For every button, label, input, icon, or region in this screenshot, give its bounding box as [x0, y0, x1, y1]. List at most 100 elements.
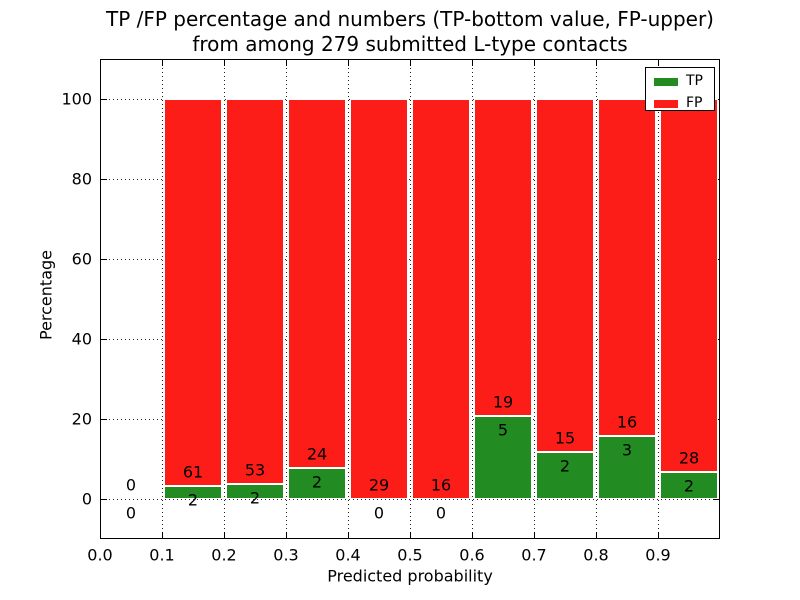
tp-count-label: 3	[621, 440, 633, 460]
legend-label-fp: FP	[686, 95, 703, 111]
grid-line-x-0.2	[224, 60, 225, 538]
grid-line-x-0.9	[658, 60, 659, 538]
tp-bar-segment	[598, 436, 656, 499]
grid-line-x-0.4	[348, 60, 349, 538]
y-tick-left	[101, 499, 107, 500]
tp-bar-segment	[226, 484, 284, 499]
x-tick-label-0.4: 0.4	[335, 545, 361, 565]
fp-bar-segment	[474, 99, 532, 416]
x-tick-label-0.5: 0.5	[397, 545, 423, 565]
x-tick-label-0.2: 0.2	[211, 545, 237, 565]
x-tick-top	[348, 60, 349, 66]
tp-count-label: 2	[187, 490, 199, 510]
y-tick-left	[101, 259, 107, 260]
tp-bar-segment	[288, 468, 346, 499]
tp-count-label: 2	[559, 456, 571, 476]
y-tick-label-60: 60	[71, 249, 92, 269]
x-tick-label-0.1: 0.1	[149, 545, 175, 565]
tp-bar-segment	[536, 452, 594, 499]
fp-count-label: 16	[430, 475, 452, 495]
y-tick-left	[101, 99, 107, 100]
chart-title-line1: TP /FP percentage and numbers (TP-bottom…	[106, 7, 714, 31]
fp-bar-segment	[164, 99, 222, 486]
tp-count-label: 0	[373, 503, 385, 523]
x-tick-label-0.9: 0.9	[645, 545, 671, 565]
x-tick-bottom	[534, 532, 535, 538]
grid-line-x-0.8	[596, 60, 597, 538]
x-tick-bottom	[472, 532, 473, 538]
fp-bar-segment	[350, 99, 408, 499]
legend-item-tp: TP	[654, 74, 714, 89]
tp-bar-segment	[660, 472, 718, 499]
x-tick-bottom	[658, 532, 659, 538]
grid-line-x-0.6	[472, 60, 473, 538]
fp-bar-segment	[536, 99, 594, 452]
x-tick-top	[534, 60, 535, 66]
y-tick-left	[101, 419, 107, 420]
legend: TP FP	[645, 67, 715, 111]
fp-count-label: 0	[125, 475, 137, 495]
x-tick-label-0.3: 0.3	[273, 545, 299, 565]
fp-bar-segment	[288, 99, 346, 468]
x-tick-label-0.8: 0.8	[583, 545, 609, 565]
chart-title: TP /FP percentage and numbers (TP-bottom…	[60, 7, 760, 57]
tp-count-label: 2	[249, 488, 261, 508]
x-tick-label-0.7: 0.7	[521, 545, 547, 565]
x-tick-top	[162, 60, 163, 66]
tp-bar-segment	[474, 416, 532, 499]
y-tick-left	[101, 179, 107, 180]
x-tick-top	[410, 60, 411, 66]
x-tick-top	[224, 60, 225, 66]
y-tick-label-20: 20	[71, 409, 92, 429]
fp-count-label: 29	[368, 475, 390, 495]
x-tick-top	[286, 60, 287, 66]
x-tick-bottom	[596, 532, 597, 538]
x-tick-bottom	[348, 532, 349, 538]
grid-line-x-0.1	[162, 60, 163, 538]
tp-count-label: 0	[125, 503, 137, 523]
x-tick-label-0.0: 0.0	[87, 545, 113, 565]
x-tick-bottom	[286, 532, 287, 538]
tp-color-swatch	[654, 77, 678, 86]
fp-bar-segment	[412, 99, 470, 499]
x-tick-label-0.6: 0.6	[459, 545, 485, 565]
x-tick-bottom	[162, 532, 163, 538]
x-tick-bottom	[410, 532, 411, 538]
y-tick-left	[101, 339, 107, 340]
fp-color-swatch	[654, 99, 678, 108]
fp-count-label: 16	[616, 412, 638, 432]
x-tick-top	[472, 60, 473, 66]
fp-bar-segment	[226, 99, 284, 484]
tp-bar-segment	[164, 486, 222, 499]
legend-label-tp: TP	[686, 73, 703, 89]
fp-count-label: 53	[244, 460, 266, 480]
legend-item-fp: FP	[654, 96, 714, 111]
x-tick-bottom	[224, 532, 225, 538]
fp-count-label: 19	[492, 392, 514, 412]
fp-count-label: 28	[678, 448, 700, 468]
fp-bar-segment	[660, 99, 718, 472]
x-tick-top	[596, 60, 597, 66]
x-tick-bottom	[100, 532, 101, 538]
tp-count-label: 5	[497, 420, 509, 440]
tp-count-label: 2	[683, 476, 695, 496]
y-tick-label-80: 80	[71, 169, 92, 189]
y-tick-label-40: 40	[71, 329, 92, 349]
grid-line-x-0.3	[286, 60, 287, 538]
y-tick-right	[713, 499, 719, 500]
y-tick-label-100: 100	[61, 89, 92, 109]
tp-count-label: 0	[435, 503, 447, 523]
fp-count-label: 61	[182, 462, 204, 482]
y-tick-label-0: 0	[81, 489, 92, 509]
fp-bar-segment	[598, 99, 656, 436]
x-tick-top	[658, 60, 659, 66]
tp-count-label: 2	[311, 472, 323, 492]
grid-line-x-0.5	[410, 60, 411, 538]
grid-line-x-0.7	[534, 60, 535, 538]
chart-title-line2: from among 279 submitted L-type contacts	[192, 32, 628, 56]
fp-count-label: 24	[306, 444, 328, 464]
y-axis-label: Percentage	[36, 249, 56, 341]
x-axis-label: Predicted probability	[327, 566, 493, 586]
